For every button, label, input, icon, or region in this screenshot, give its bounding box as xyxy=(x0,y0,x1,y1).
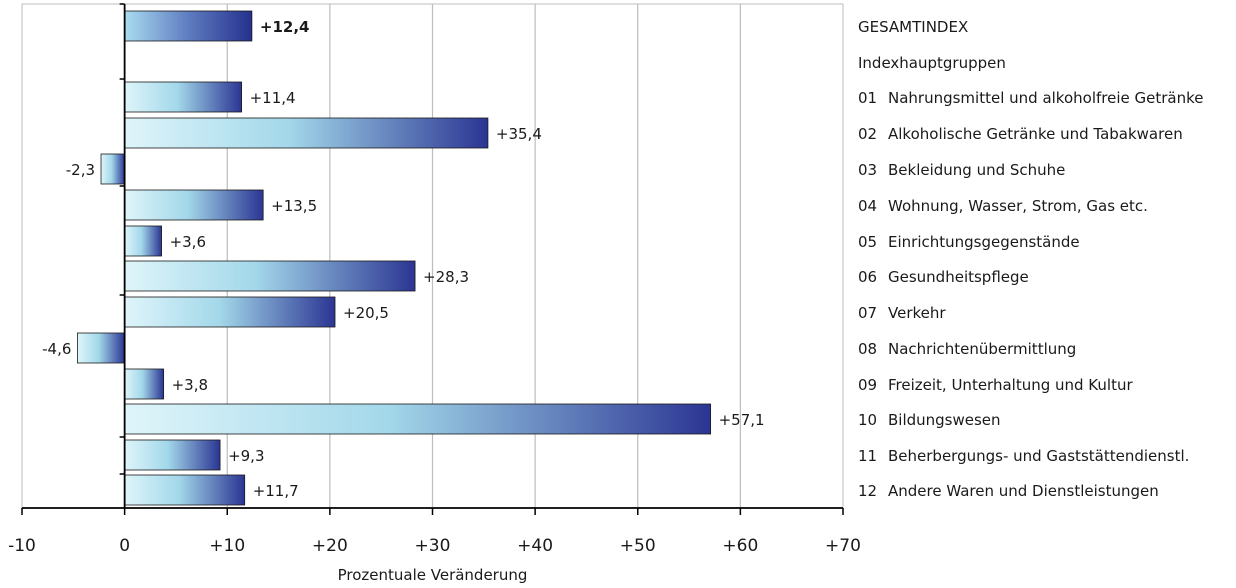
value-label: +3,6 xyxy=(170,233,206,251)
x-tick-label: -10 xyxy=(8,536,36,556)
value-label: +9,3 xyxy=(228,447,264,465)
bar-01 xyxy=(124,81,243,113)
value-labels: +12,4 +11,4 +35,4 -2,3 +13,5 +3,6 +28,3 +20,5 -4… xyxy=(42,18,764,500)
value-label: +13,5 xyxy=(271,197,317,215)
category-label: Nahrungsmittel und alkoholfreie Getränke xyxy=(888,89,1203,107)
value-label: +20,5 xyxy=(343,304,389,322)
category-code: 06 xyxy=(858,268,877,286)
group-heading: Indexhauptgruppen xyxy=(858,54,1006,72)
bar-gesamtindex xyxy=(124,10,253,42)
bar-10 xyxy=(124,403,712,435)
x-tick-label: 0 xyxy=(119,536,130,556)
category-label: Bekleidung und Schuhe xyxy=(888,161,1065,179)
value-label: +11,7 xyxy=(253,482,299,500)
category-code: 08 xyxy=(858,340,877,358)
bar-12 xyxy=(124,474,246,506)
category-label: Einrichtungsgegenstände xyxy=(888,233,1080,251)
category-legend: GESAMTINDEX 01 Nahrungsmittel und alkoholf… xyxy=(858,18,1203,500)
value-label: +28,3 xyxy=(423,268,469,286)
x-tick-label: +30 xyxy=(415,536,451,556)
x-tick-label: +70 xyxy=(825,536,861,556)
value-label: +3,8 xyxy=(172,376,208,394)
category-code: 03 xyxy=(858,161,877,179)
category-label: Gesundheitspflege xyxy=(888,268,1029,286)
bar-09 xyxy=(124,368,165,400)
category-code: 09 xyxy=(858,376,877,394)
x-tick-label: +50 xyxy=(620,536,656,556)
value-label: +11,4 xyxy=(250,89,296,107)
x-axis: -10 0 +10 +20 +30 +40 +50 +60 +70 xyxy=(8,3,861,556)
category-label: Verkehr xyxy=(888,304,946,322)
category-code: 10 xyxy=(858,411,877,429)
bar-02 xyxy=(124,117,489,149)
category-code: 11 xyxy=(858,447,877,465)
category-code: 07 xyxy=(858,304,877,322)
bar-04 xyxy=(124,189,264,221)
x-axis-title: Prozentuale Veränderung xyxy=(338,566,528,584)
category-code: 02 xyxy=(858,125,877,143)
category-label: Beherbergungs- und Gaststättendienstl. xyxy=(888,447,1189,465)
category-code: 04 xyxy=(858,197,877,215)
value-label: +35,4 xyxy=(496,125,542,143)
bar-07 xyxy=(124,296,336,328)
x-tick-label: +20 xyxy=(312,536,348,556)
x-tick-label: +40 xyxy=(517,536,553,556)
category-code: 05 xyxy=(858,233,877,251)
value-label: -2,3 xyxy=(66,161,95,179)
value-label: -4,6 xyxy=(42,340,71,358)
category-label: Wohnung, Wasser, Strom, Gas etc. xyxy=(888,197,1148,215)
category-label: Bildungswesen xyxy=(888,411,1001,429)
bars xyxy=(77,10,712,506)
bar-11 xyxy=(124,439,221,471)
value-label: +12,4 xyxy=(260,18,310,36)
value-label: +57,1 xyxy=(719,411,765,429)
category-code: 12 xyxy=(858,482,877,500)
category-label: GESAMTINDEX xyxy=(858,18,968,36)
bar-06 xyxy=(124,260,416,292)
bar-03 xyxy=(100,153,126,185)
bar-05 xyxy=(124,225,162,257)
x-tick-label: +60 xyxy=(722,536,758,556)
bar-08 xyxy=(77,332,126,364)
category-label: Alkoholische Getränke und Tabakwaren xyxy=(888,125,1183,143)
category-label: Freizeit, Unterhaltung und Kultur xyxy=(888,376,1133,394)
category-label: Nachrichtenübermittlung xyxy=(888,340,1076,358)
category-code: 01 xyxy=(858,89,877,107)
category-label: Andere Waren und Dienstleistungen xyxy=(888,482,1159,500)
x-tick-label: +10 xyxy=(209,536,245,556)
